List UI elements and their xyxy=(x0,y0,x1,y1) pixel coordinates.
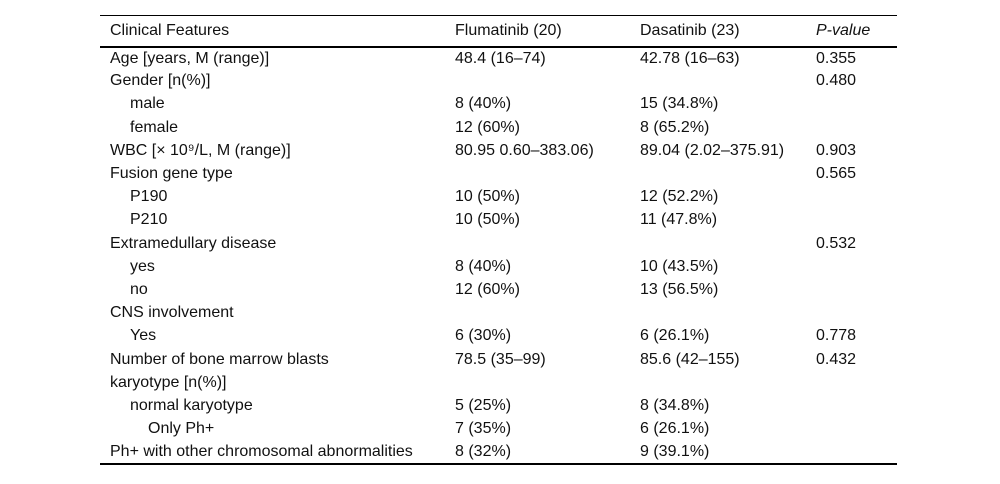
cell-p-value: 0.480 xyxy=(816,72,857,90)
cell-flumatinib: 8 (40%) xyxy=(455,95,512,113)
table-row: Ph+ with other chromosomal abnormalities… xyxy=(100,441,897,464)
col-header-p-value: P-value xyxy=(816,15,897,48)
cell-feature: Fusion gene type xyxy=(110,165,233,183)
cell-flumatinib: 48.4 (16–74) xyxy=(455,49,546,67)
cell-feature: normal karyotype xyxy=(130,396,253,414)
cell-dasatinib: 9 (39.1%) xyxy=(640,442,710,460)
cell-p-value: 0.903 xyxy=(816,141,857,159)
cell-feature: Number of bone marrow blasts xyxy=(110,350,329,368)
cell-dasatinib xyxy=(640,302,816,325)
cell-dasatinib xyxy=(640,232,816,255)
cell-feature: P210 xyxy=(130,211,168,229)
cell-dasatinib: 12 (52.2%) xyxy=(640,188,719,206)
cell-dasatinib: 6 (26.1%) xyxy=(640,420,710,438)
cell-flumatinib: 80.95 0.60–383.06) xyxy=(455,141,594,159)
table-row: P210 10 (50%) 11 (47.8%) xyxy=(100,209,897,232)
cell-dasatinib: 8 (34.8%) xyxy=(640,396,710,414)
table-row: male 8 (40%) 15 (34.8%) xyxy=(100,93,897,116)
cell-flumatinib: 12 (60%) xyxy=(455,118,520,136)
table-row: WBC [× 10⁹/L, M (range)] 80.95 0.60–383.0… xyxy=(100,139,897,162)
cell-dasatinib xyxy=(640,70,816,93)
cell-p-value: 0.532 xyxy=(816,234,857,252)
cell-feature: Age [years, M (range)] xyxy=(110,49,270,67)
cell-p-value xyxy=(816,302,897,325)
cell-flumatinib: 6 (30%) xyxy=(455,327,512,345)
cell-flumatinib: 10 (50%) xyxy=(455,211,520,229)
cell-dasatinib: 8 (65.2%) xyxy=(640,118,710,136)
cell-feature: Gender [n(%)] xyxy=(110,72,211,90)
cell-flumatinib xyxy=(455,70,640,93)
cell-flumatinib: 5 (25%) xyxy=(455,396,512,414)
col-header-dasatinib: Dasatinib (23) xyxy=(640,15,816,48)
cell-dasatinib: 11 (47.8%) xyxy=(640,211,718,229)
table-row: karyotype [n(%)] xyxy=(100,371,897,394)
cell-dasatinib: 89.04 (2.02–375.91) xyxy=(640,141,785,159)
cell-flumatinib xyxy=(455,302,640,325)
cell-p-value xyxy=(816,418,897,441)
cell-dasatinib: 13 (56.5%) xyxy=(640,280,719,298)
cell-flumatinib: 8 (40%) xyxy=(455,257,512,275)
cell-feature: CNS involvement xyxy=(110,304,234,322)
cell-dasatinib: 15 (34.8%) xyxy=(640,95,719,113)
clinical-features-table: Clinical Features Flumatinib (20) Dasati… xyxy=(100,15,897,465)
cell-p-value xyxy=(816,255,897,278)
cell-feature: yes xyxy=(130,257,155,275)
cell-dasatinib xyxy=(640,162,816,185)
table-row: Yes 6 (30%) 6 (26.1%) 0.778 xyxy=(100,325,897,348)
table-row: Only Ph+ 7 (35%) 6 (26.1%) xyxy=(100,418,897,441)
cell-flumatinib: 7 (35%) xyxy=(455,420,512,438)
cell-p-value xyxy=(816,186,897,209)
cell-p-value xyxy=(816,441,897,464)
table-row: Age [years, M (range)] 48.4 (16–74) 42.78 … xyxy=(100,47,897,70)
cell-flumatinib: 78.5 (35–99) xyxy=(455,350,546,368)
col-header-flumatinib: Flumatinib (20) xyxy=(455,15,640,48)
cell-flumatinib xyxy=(455,371,640,394)
cell-flumatinib: 10 (50%) xyxy=(455,188,520,206)
cell-flumatinib xyxy=(455,162,640,185)
cell-p-value xyxy=(816,116,897,139)
cell-p-value xyxy=(816,93,897,116)
cell-p-value: 0.432 xyxy=(816,350,857,368)
cell-p-value: 0.565 xyxy=(816,165,857,183)
cell-feature: no xyxy=(130,280,148,298)
table-row: normal karyotype 5 (25%) 8 (34.8%) xyxy=(100,394,897,417)
cell-feature: Only Ph+ xyxy=(148,420,215,438)
cell-dasatinib: 10 (43.5%) xyxy=(640,257,719,275)
cell-flumatinib: 12 (60%) xyxy=(455,280,520,298)
cell-p-value xyxy=(816,209,897,232)
table-row: Fusion gene type 0.565 xyxy=(100,162,897,185)
table-row: Gender [n(%)] 0.480 xyxy=(100,70,897,93)
table-row: Extramedullary disease 0.532 xyxy=(100,232,897,255)
table-row: yes 8 (40%) 10 (43.5%) xyxy=(100,255,897,278)
cell-p-value xyxy=(816,371,897,394)
cell-dasatinib: 85.6 (42–155) xyxy=(640,350,740,368)
cell-dasatinib: 6 (26.1%) xyxy=(640,327,710,345)
cell-dasatinib: 42.78 (16–63) xyxy=(640,49,740,67)
cell-feature: male xyxy=(130,95,165,113)
cell-feature: Ph+ with other chromosomal abnormalities xyxy=(110,442,413,460)
cell-feature: WBC [× 10⁹/L, M (range)] xyxy=(110,141,291,159)
cell-feature: karyotype [n(%)] xyxy=(110,373,227,391)
cell-feature: P190 xyxy=(130,188,168,206)
cell-feature: Extramedullary disease xyxy=(110,234,277,252)
cell-p-value xyxy=(816,394,897,417)
cell-p-value: 0.355 xyxy=(816,49,857,67)
table-row: no 12 (60%) 13 (56.5%) xyxy=(100,278,897,301)
cell-feature: female xyxy=(130,118,179,136)
table-row: CNS involvement xyxy=(100,302,897,325)
table-row: Number of bone marrow blasts 78.5 (35–99)… xyxy=(100,348,897,371)
cell-flumatinib: 8 (32%) xyxy=(455,442,512,460)
table-row: P190 10 (50%) 12 (52.2%) xyxy=(100,186,897,209)
table-row: female 12 (60%) 8 (65.2%) xyxy=(100,116,897,139)
cell-feature: Yes xyxy=(130,327,157,345)
col-header-clinical-features: Clinical Features xyxy=(100,15,455,48)
cell-p-value: 0.778 xyxy=(816,327,857,345)
cell-p-value xyxy=(816,278,897,301)
header-row: Clinical Features Flumatinib (20) Dasati… xyxy=(100,15,897,48)
cell-flumatinib xyxy=(455,232,640,255)
cell-dasatinib xyxy=(640,371,816,394)
